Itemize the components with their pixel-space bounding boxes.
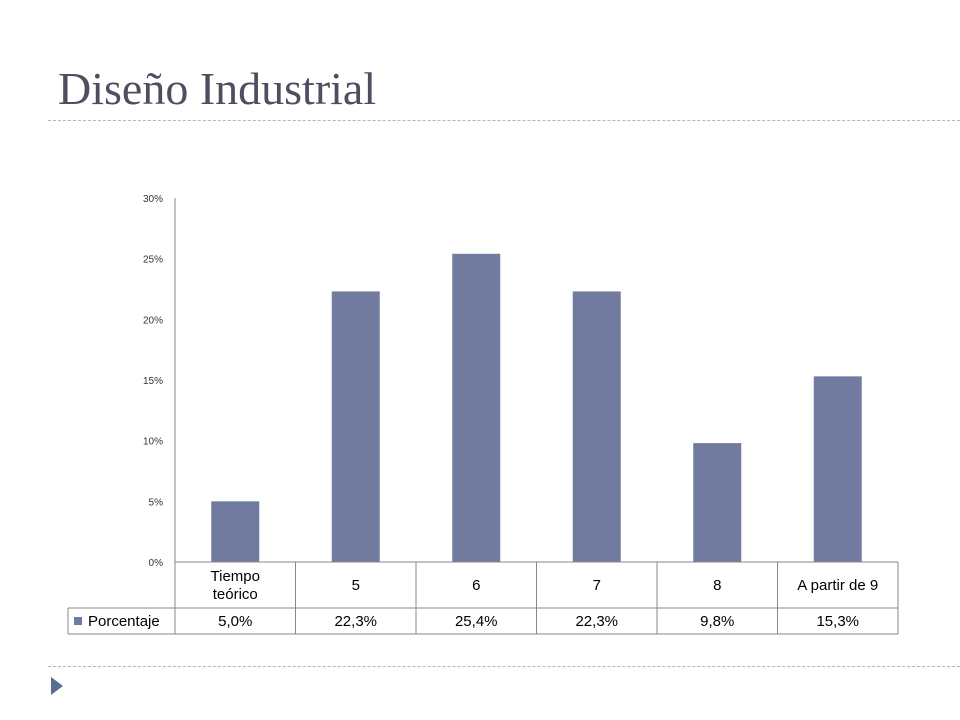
bar — [693, 443, 742, 562]
y-tick-label: 15% — [143, 376, 163, 387]
y-tick-label: 30% — [143, 194, 163, 205]
bar — [211, 501, 260, 562]
y-tick-label: 25% — [143, 255, 163, 266]
y-tick-label: 0% — [149, 558, 164, 569]
y-tick-label: 5% — [149, 497, 164, 508]
table-value: 22,3% — [575, 613, 618, 630]
category-label: Tiempo teórico — [211, 568, 260, 603]
category-label: 5 — [352, 577, 360, 594]
category-label: 6 — [472, 577, 480, 594]
y-tick-label: 20% — [143, 315, 163, 326]
table-value: 5,0% — [218, 613, 252, 630]
category-label: A partir de 9 — [797, 577, 878, 594]
footer-divider — [48, 666, 960, 667]
y-tick-label: 10% — [143, 437, 163, 448]
category-label: 7 — [593, 577, 601, 594]
bar — [813, 376, 862, 562]
title-divider — [48, 120, 960, 121]
bar — [572, 291, 621, 562]
table-value: 15,3% — [816, 613, 859, 630]
legend-series-name: Porcentaje — [88, 613, 160, 630]
category-label: 8 — [713, 577, 721, 594]
bar — [452, 253, 501, 562]
table-value: 22,3% — [334, 613, 377, 630]
table-value: 9,8% — [700, 613, 734, 630]
triangle-bullet-icon — [51, 677, 63, 695]
bar — [331, 291, 380, 562]
table-value: 25,4% — [455, 613, 498, 630]
slide-title: Diseño Industrial — [58, 63, 377, 114]
legend-key — [74, 617, 82, 625]
